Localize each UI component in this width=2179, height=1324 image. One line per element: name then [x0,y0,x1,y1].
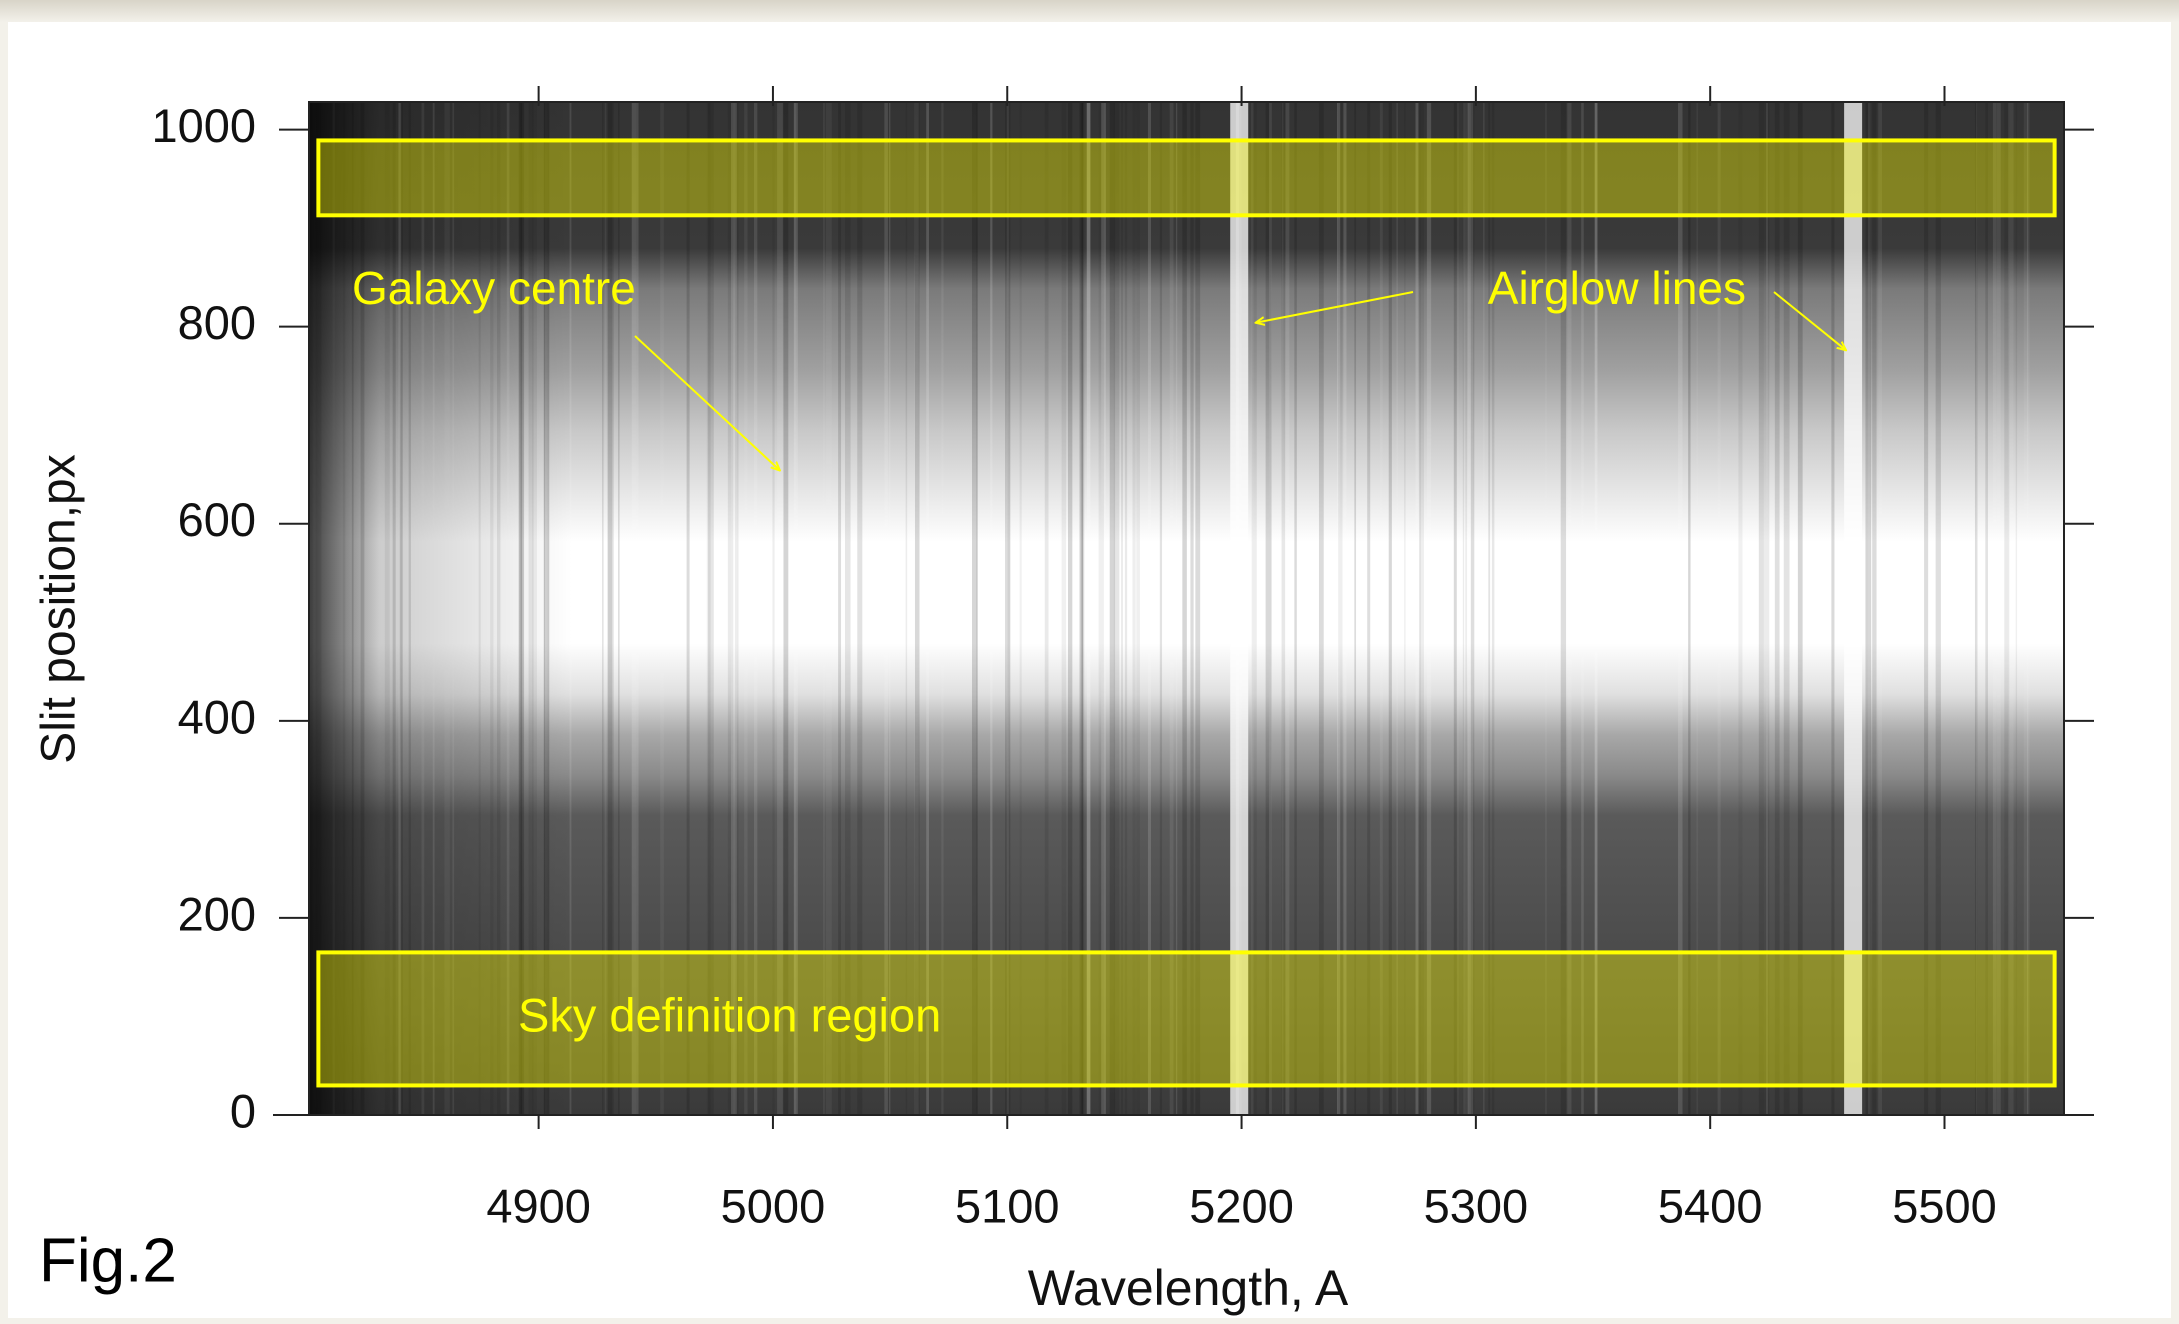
x-tick-label: 5200 [1189,1179,1294,1232]
annotation-text: Galaxy centre [352,262,636,314]
annotation-arrow [1256,291,1414,323]
annotation-arrow [634,335,780,471]
y-axis-title: Slit position,px [33,454,86,764]
y-tick-label: 400 [178,690,256,743]
y-tick-label: 0 [230,1084,256,1137]
x-tick-label: 5500 [1892,1179,1997,1232]
figure-label: Fig.2 [39,1226,177,1295]
x-tick-label: 4900 [486,1179,591,1232]
airglow-line [1844,102,1863,1115]
left-edge-fade [309,102,2064,1115]
x-axis-title: Wavelength, A [1028,1260,1349,1316]
region-label: Sky definition region [518,988,941,1041]
sky-region [316,138,2057,218]
airglow-line [1230,102,1249,1115]
annotation-arrow [1773,291,1846,350]
x-tick-label: 5300 [1424,1179,1529,1232]
annotation-text: Airglow lines [1488,262,1746,314]
sky-region [316,950,2057,1088]
y-tick-label: 1000 [151,99,256,152]
y-tick-label: 600 [178,493,256,546]
plot-area [309,102,2064,1115]
x-tick-label: 5400 [1658,1179,1763,1232]
x-tick-label: 5000 [721,1179,826,1232]
x-tick-label: 5100 [955,1179,1060,1232]
y-tick-label: 800 [178,296,256,349]
top-strip [0,0,2179,22]
y-tick-label: 200 [178,887,256,940]
